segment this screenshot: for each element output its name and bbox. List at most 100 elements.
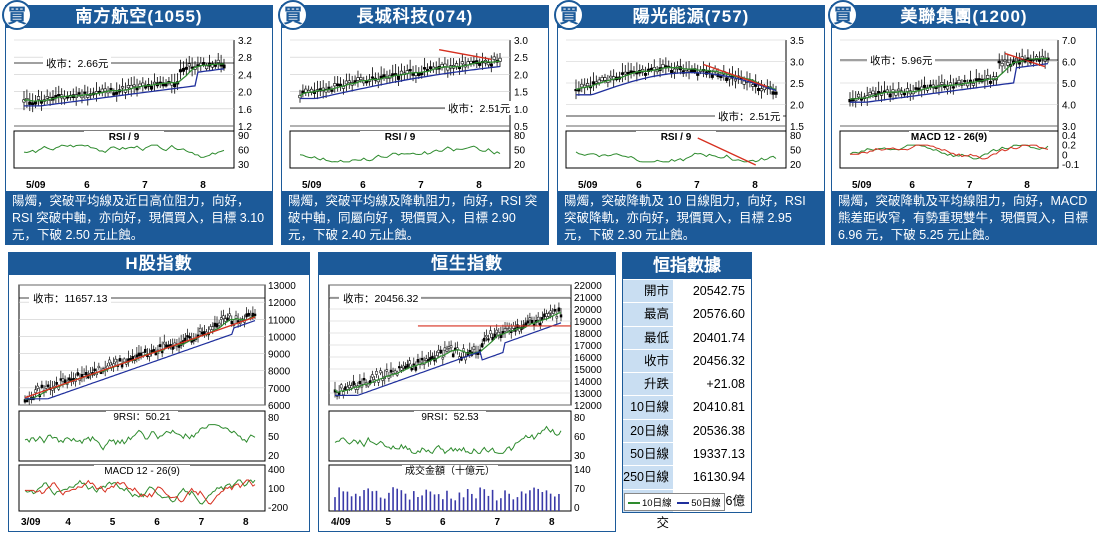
candle-body — [389, 369, 393, 373]
table-row: 開市 20542.75 — [623, 279, 751, 303]
close-label-bg — [339, 291, 421, 305]
candle-body — [687, 69, 691, 72]
candle-body — [347, 80, 351, 84]
candle-body — [771, 91, 775, 95]
panel-title: H股指數 — [9, 253, 309, 275]
candle-body — [362, 377, 366, 381]
y-tick-label: 2.4 — [238, 70, 252, 81]
volume-bar — [425, 489, 428, 511]
candle-body — [333, 83, 337, 87]
volume-bar — [454, 500, 457, 511]
candle-body — [251, 312, 255, 317]
indicator-tick-label: 60 — [238, 146, 250, 157]
candle-body — [445, 348, 449, 352]
candle-body — [45, 96, 49, 99]
candle-body — [733, 78, 738, 82]
indicator-tick-label: 50 — [514, 146, 526, 157]
candle-body — [109, 87, 113, 91]
trend-line — [24, 316, 256, 399]
volume-bar — [524, 493, 527, 511]
candle-body — [63, 379, 67, 384]
candle-body — [557, 307, 561, 312]
volume-bar — [421, 495, 423, 511]
candle-body — [487, 338, 490, 341]
volume-bar — [404, 493, 407, 511]
panel-title: 南方航空(1055) — [6, 6, 272, 28]
indicator-tick-label: 0.4 — [1062, 131, 1076, 142]
candle-body — [59, 378, 63, 381]
candle-body — [951, 86, 955, 89]
indicator-line — [575, 151, 777, 163]
candle-body — [211, 326, 215, 330]
candle-body — [543, 313, 546, 318]
candle-body — [437, 349, 440, 353]
indicator-label-bg — [909, 131, 989, 142]
ma10-swatch — [628, 502, 640, 505]
candle-body — [165, 344, 168, 348]
indicator-tick-label: 90 — [238, 131, 250, 142]
row-key: 10日線 — [623, 396, 673, 419]
candle-body — [559, 314, 563, 318]
candle-body — [115, 91, 119, 95]
candle-body — [603, 77, 607, 81]
indicator-label-bg — [636, 131, 716, 142]
close-label: 收市：5.96元 — [870, 54, 933, 67]
ma50-line — [850, 62, 1049, 103]
candle-body — [97, 365, 101, 369]
candle-body — [217, 322, 221, 326]
candle-body — [108, 359, 111, 364]
lower-tick-label: 140 — [574, 465, 591, 476]
indicator-label-bg — [360, 131, 440, 142]
candle-body — [112, 92, 116, 96]
candle-body — [344, 80, 348, 85]
stock-panel-4: 美聯集團(1200) 買 7.0 6.0 5.0 4.0 3.0 0.4 0.2 0 -0.1 M… — [828, 0, 1097, 245]
lower-label-bg — [94, 465, 190, 476]
candle-body — [1000, 63, 1004, 67]
volume-bar — [338, 487, 340, 511]
candle-body — [198, 327, 202, 332]
row-value: 19337.13 — [673, 443, 751, 466]
candle-body — [536, 316, 540, 321]
candle-body — [902, 92, 907, 96]
row-value: 20542.75 — [673, 280, 751, 303]
candle-body — [555, 316, 559, 319]
candle-body — [877, 91, 881, 94]
y-tick-label: 21000 — [574, 293, 602, 304]
candle-body — [1006, 62, 1010, 66]
candle-body — [759, 88, 764, 92]
candle-body — [507, 327, 511, 331]
legend-ma10: 10日線 — [642, 498, 672, 509]
rsi-label: 9RSI：52.53 — [421, 412, 479, 423]
row-value: +21.08 — [673, 373, 751, 396]
candle-body — [33, 101, 38, 105]
close-label: 收市：20456.32 — [343, 292, 418, 305]
y-tick-label: 8000 — [268, 367, 291, 378]
volume-bar — [392, 487, 394, 511]
hsi-chart: 2200021000200001900018000170001600015000… — [328, 281, 602, 528]
volume-bar — [512, 499, 515, 511]
candle-body — [184, 66, 188, 70]
candle-body — [103, 88, 107, 92]
candle-body — [404, 365, 407, 370]
ma50-line — [25, 320, 256, 400]
volume-bar — [466, 489, 469, 511]
row-key: 250日線 — [623, 466, 673, 489]
lower-label: 成交金額（十億元） — [405, 464, 495, 477]
candle-body — [446, 66, 450, 71]
candle-body — [137, 352, 141, 357]
candle-body — [188, 336, 191, 339]
candle-body — [382, 74, 386, 78]
candle-body — [370, 76, 375, 79]
candle-body — [44, 385, 48, 389]
table-row: 升跌 +21.08 — [623, 372, 751, 396]
hsi-panel: 恒生指數 22000 21000 20000 19000 18000 17000 16000… — [318, 252, 616, 532]
row-key: 開市 — [623, 280, 673, 303]
candle-body — [905, 88, 909, 92]
candle-body — [859, 98, 864, 101]
candle-body — [528, 317, 532, 321]
candle-body — [122, 358, 126, 363]
y-tick-label: 14000 — [574, 377, 602, 388]
candle-body — [406, 364, 409, 368]
candle-body — [857, 93, 861, 98]
candle-body — [539, 322, 542, 326]
